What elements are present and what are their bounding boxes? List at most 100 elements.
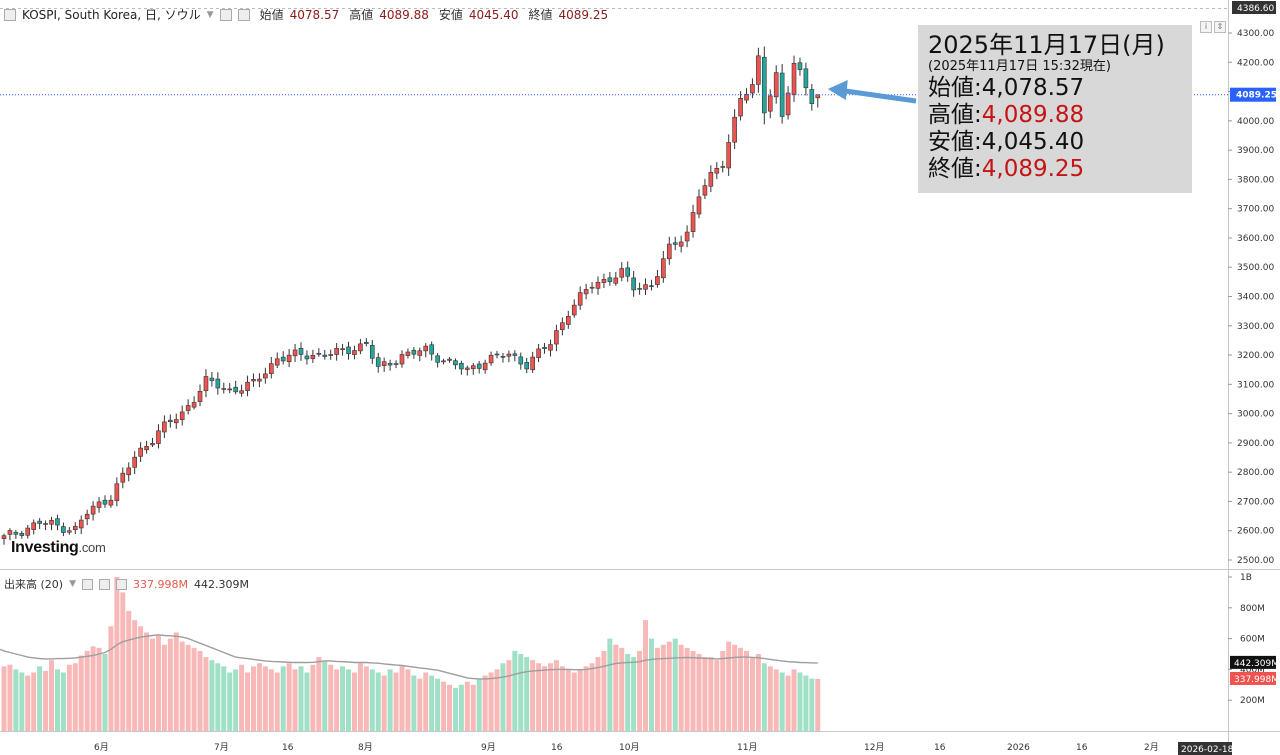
candle-body[interactable]: [791, 63, 797, 95]
volume-bar[interactable]: [458, 684, 464, 731]
candle-body[interactable]: [714, 167, 720, 174]
candle-body[interactable]: [209, 377, 215, 381]
candle-body[interactable]: [756, 55, 761, 85]
volume-bar[interactable]: [120, 592, 126, 731]
candle-body[interactable]: [96, 501, 102, 508]
candle-body[interactable]: [577, 292, 583, 306]
candle-body[interactable]: [381, 361, 387, 366]
volume-bar[interactable]: [660, 644, 666, 731]
volume-bar[interactable]: [108, 626, 114, 731]
volume-bar[interactable]: [60, 672, 66, 731]
volume-bar[interactable]: [482, 675, 488, 731]
candle-body[interactable]: [393, 363, 399, 365]
candle-body[interactable]: [643, 284, 648, 290]
volume-bar[interactable]: [815, 678, 821, 731]
volume-bar[interactable]: [464, 681, 470, 731]
candle-body[interactable]: [554, 330, 559, 345]
volume-bar[interactable]: [155, 635, 161, 731]
volume-bar[interactable]: [363, 666, 369, 731]
candle-body[interactable]: [500, 355, 506, 358]
volume-bar[interactable]: [351, 672, 357, 731]
eye-icon[interactable]: [99, 578, 110, 590]
candle-body[interactable]: [470, 365, 476, 370]
candle-body[interactable]: [702, 185, 708, 196]
info-icon[interactable]: i: [1200, 21, 1212, 33]
volume-bar[interactable]: [7, 664, 13, 731]
candle-body[interactable]: [583, 289, 589, 295]
volume-bar[interactable]: [690, 650, 696, 731]
volume-bar[interactable]: [684, 647, 690, 731]
candle-body[interactable]: [227, 388, 233, 391]
volume-bar[interactable]: [506, 660, 512, 731]
candle-body[interactable]: [138, 447, 143, 457]
candle-body[interactable]: [1, 535, 7, 539]
volume-bar[interactable]: [144, 632, 150, 731]
candle-body[interactable]: [512, 353, 518, 356]
candle-body[interactable]: [67, 530, 72, 533]
volume-bar[interactable]: [625, 654, 631, 731]
candle-body[interactable]: [316, 353, 322, 355]
volume-bar[interactable]: [744, 650, 749, 731]
volume-bar[interactable]: [298, 666, 304, 731]
close-icon[interactable]: [116, 578, 127, 590]
volume-bar[interactable]: [161, 644, 167, 731]
candle-body[interactable]: [571, 304, 577, 316]
volume-bar[interactable]: [357, 663, 363, 731]
volume-bar[interactable]: [173, 632, 179, 731]
volume-bar[interactable]: [577, 669, 583, 731]
volume-bar[interactable]: [197, 650, 203, 731]
candle-body[interactable]: [589, 286, 595, 289]
volume-bar[interactable]: [767, 666, 773, 731]
volume-bar[interactable]: [749, 657, 755, 731]
volume-bar[interactable]: [666, 641, 672, 731]
candle-body[interactable]: [55, 518, 60, 526]
volume-bar[interactable]: [547, 663, 553, 731]
candle-body[interactable]: [19, 532, 25, 536]
candle-body[interactable]: [162, 421, 167, 433]
candle-body[interactable]: [809, 89, 815, 104]
candle-body[interactable]: [678, 241, 684, 247]
volume-bar[interactable]: [512, 650, 518, 731]
volume-bar[interactable]: [583, 666, 589, 731]
chevron-down-icon[interactable]: ▼: [69, 579, 76, 589]
volume-bar[interactable]: [530, 660, 536, 731]
volume-bar[interactable]: [738, 647, 744, 731]
candle-body[interactable]: [536, 348, 541, 358]
candle-body[interactable]: [625, 267, 631, 277]
volume-bar[interactable]: [340, 666, 346, 731]
candle-body[interactable]: [548, 344, 553, 351]
candle-body[interactable]: [785, 92, 791, 116]
candle-body[interactable]: [310, 355, 316, 359]
candle-body[interactable]: [25, 527, 31, 536]
volume-bar[interactable]: [66, 664, 72, 731]
candle-body[interactable]: [690, 212, 696, 232]
volume-bar[interactable]: [96, 647, 102, 731]
volume-bar[interactable]: [553, 660, 559, 731]
volume-bar[interactable]: [286, 663, 292, 731]
volume-bar[interactable]: [613, 644, 619, 731]
candle-body[interactable]: [488, 354, 494, 364]
chevron-down-icon[interactable]: ▼: [206, 9, 214, 20]
volume-bar[interactable]: [470, 684, 476, 731]
candle-body[interactable]: [263, 373, 268, 379]
candle-body[interactable]: [773, 72, 779, 98]
symbol-label[interactable]: KOSPI, South Korea, 日, ソウル: [22, 8, 201, 22]
candle-body[interactable]: [144, 446, 149, 451]
volume-bar[interactable]: [452, 687, 458, 731]
volume-bar[interactable]: [393, 672, 399, 731]
candle-body[interactable]: [274, 358, 280, 366]
candle-body[interactable]: [268, 363, 274, 374]
candle-body[interactable]: [542, 347, 547, 349]
candle-body[interactable]: [233, 386, 238, 393]
volume-bar[interactable]: [803, 675, 809, 731]
volume-bar[interactable]: [227, 672, 233, 731]
candle-body[interactable]: [482, 362, 488, 371]
volume-bar[interactable]: [732, 644, 738, 731]
candle-body[interactable]: [126, 467, 132, 476]
candle-body[interactable]: [441, 360, 446, 363]
candle-body[interactable]: [631, 277, 636, 291]
volume-bar[interactable]: [54, 669, 60, 731]
volume-bar[interactable]: [720, 650, 726, 731]
candle-body[interactable]: [191, 402, 197, 408]
